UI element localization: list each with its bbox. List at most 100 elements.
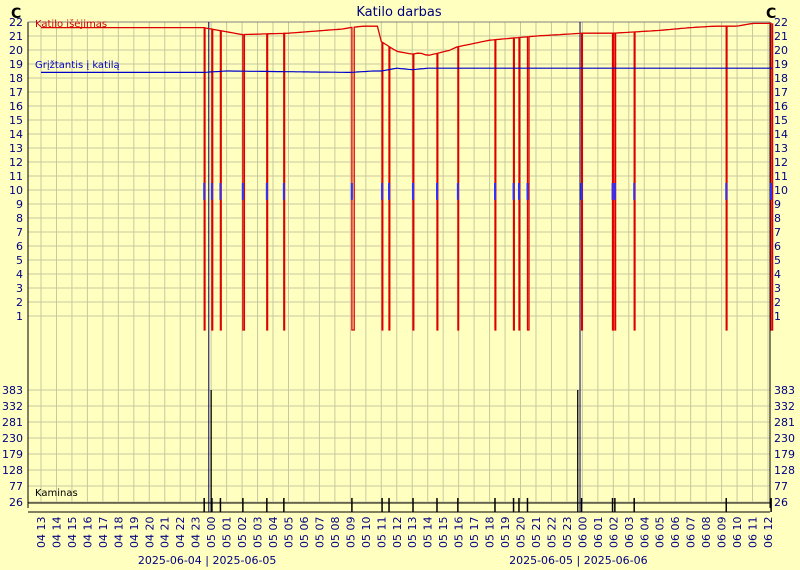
- y-tick-label-bottom-right: 77: [774, 480, 788, 493]
- y-tick-label-left: 11: [9, 170, 23, 183]
- x-tick-label: 04 16: [81, 517, 94, 549]
- y-tick-label-right: 7: [774, 226, 781, 239]
- x-tick-label: 05 16: [453, 517, 466, 549]
- x-tick-label: 04 19: [128, 517, 141, 549]
- x-tick-label: 05 21: [530, 517, 543, 549]
- y-tick-label-right: 6: [774, 240, 781, 253]
- x-tick-label: 06 12: [762, 517, 775, 549]
- y-tick-label-right: 13: [774, 142, 788, 155]
- y-tick-label-right: 16: [774, 100, 788, 113]
- x-tick-label: 04 14: [50, 517, 63, 549]
- x-tick-label: 05 15: [437, 517, 450, 549]
- series-label-grizantis: Grįžtantis į katilą: [35, 59, 120, 71]
- series-line-katilo-isejimas: [41, 22, 774, 331]
- y-tick-label-bottom-left: 383: [2, 384, 23, 397]
- y-tick-label-left: 5: [16, 254, 23, 267]
- series-line-grizantis: [41, 67, 772, 74]
- y-tick-label-right: 10: [774, 184, 788, 197]
- x-tick-label: 06 03: [623, 517, 636, 549]
- x-tick-label: 05 17: [468, 517, 481, 549]
- y-tick-label-right: 5: [774, 254, 781, 267]
- x-tick-label: 06 00: [576, 517, 589, 549]
- y-tick-label-left: 13: [9, 142, 23, 155]
- y-tick-label-bottom-left: 77: [9, 480, 23, 493]
- y-tick-label-right: 15: [774, 114, 788, 127]
- y-tick-label-left: 3: [16, 282, 23, 295]
- x-tick-label: 05 10: [360, 517, 373, 549]
- x-tick-label: 05 07: [313, 517, 326, 549]
- chart-title: Katilo darbas: [356, 5, 441, 20]
- x-tick-label: 04 20: [143, 517, 156, 549]
- y-tick-label-left: 1: [16, 310, 23, 323]
- x-tick-label: 04 13: [35, 517, 48, 549]
- x-tick-label: 05 08: [329, 517, 342, 549]
- y-tick-label-left: 7: [16, 226, 23, 239]
- y-tick-label-bottom-left: 26: [9, 496, 23, 509]
- x-tick-label: 06 07: [685, 517, 698, 549]
- axis-layer: [27, 21, 771, 513]
- y-tick-label-left: 4: [16, 268, 23, 281]
- y-tick-label-right: 4: [774, 268, 781, 281]
- y-tick-label-left: 18: [9, 72, 23, 85]
- x-tick-label: 04 15: [66, 517, 79, 549]
- date-label: 2025-06-04 | 2025-06-05: [138, 554, 277, 567]
- x-tick-label: 06 11: [747, 517, 760, 549]
- x-tick-label: 05 13: [406, 517, 419, 549]
- x-tick-label: 05 03: [252, 517, 265, 549]
- y-tick-label-left: 17: [9, 86, 23, 99]
- x-tick-label: 05 12: [391, 517, 404, 549]
- y-tick-label-left: 8: [16, 212, 23, 225]
- x-tick-label: 05 06: [298, 517, 311, 549]
- y-tick-label-right: 14: [774, 128, 788, 141]
- y-tick-label-right: 12: [774, 156, 788, 169]
- y-tick-label-left: 2: [16, 296, 23, 309]
- x-tick-label: 04 21: [159, 517, 172, 549]
- right-unit-label: C: [766, 6, 776, 22]
- x-tick-label: 06 06: [669, 517, 682, 549]
- y-tick-label-right: 20: [774, 44, 788, 57]
- x-tick-label: 05 09: [344, 517, 357, 549]
- y-tick-label-left: 15: [9, 114, 23, 127]
- x-tick-label: 05 02: [236, 517, 249, 549]
- y-tick-label-left: 9: [16, 198, 23, 211]
- date-label: 2025-06-05 | 2025-06-06: [509, 554, 648, 567]
- y-tick-label-bottom-left: 332: [2, 400, 23, 413]
- y-tick-label-left: 10: [9, 184, 23, 197]
- y-tick-label-right: 17: [774, 86, 788, 99]
- x-tick-label: 05 04: [267, 517, 280, 549]
- x-tick-label: 05 19: [499, 517, 512, 549]
- series-label-katilo-isejimas: Katilo išėjimas: [35, 18, 107, 30]
- x-tick-label: 06 09: [716, 517, 729, 549]
- y-tick-label-right: 1: [774, 310, 781, 323]
- y-tick-label-right: 8: [774, 212, 781, 225]
- y-tick-label-bottom-left: 128: [2, 464, 23, 477]
- x-tick-label: 04 18: [112, 517, 125, 549]
- x-tick-label: 06 01: [592, 517, 605, 549]
- x-tick-label: 04 23: [190, 517, 203, 549]
- y-tick-label-left: 20: [9, 44, 23, 57]
- y-tick-label-bottom-right: 230: [774, 432, 795, 445]
- y-tick-label-left: 14: [9, 128, 23, 141]
- y-tick-label-left: 16: [9, 100, 23, 113]
- x-tick-label: 05 18: [484, 517, 497, 549]
- left-unit-label: C: [11, 6, 21, 22]
- y-tick-label-left: 12: [9, 156, 23, 169]
- y-tick-label-right: 2: [774, 296, 781, 309]
- x-tick-label: 05 05: [282, 517, 295, 549]
- y-tick-label-right: 18: [774, 72, 788, 85]
- series-label-kaminas: Kaminas: [35, 488, 78, 499]
- y-tick-label-bottom-right: 383: [774, 384, 795, 397]
- y-tick-label-left: 19: [9, 58, 23, 71]
- x-tick-label: 05 11: [375, 517, 388, 549]
- y-tick-label-right: 21: [774, 30, 788, 43]
- x-tick-label: 05 01: [221, 517, 234, 549]
- y-tick-label-bottom-left: 179: [2, 448, 23, 461]
- y-tick-label-left: 6: [16, 240, 23, 253]
- x-tick-label: 06 04: [638, 517, 651, 549]
- y-tick-label-right: 11: [774, 170, 788, 183]
- x-tick-label: 05 22: [545, 517, 558, 549]
- y-tick-label-left: 21: [9, 30, 23, 43]
- x-tick-label: 06 10: [731, 517, 744, 549]
